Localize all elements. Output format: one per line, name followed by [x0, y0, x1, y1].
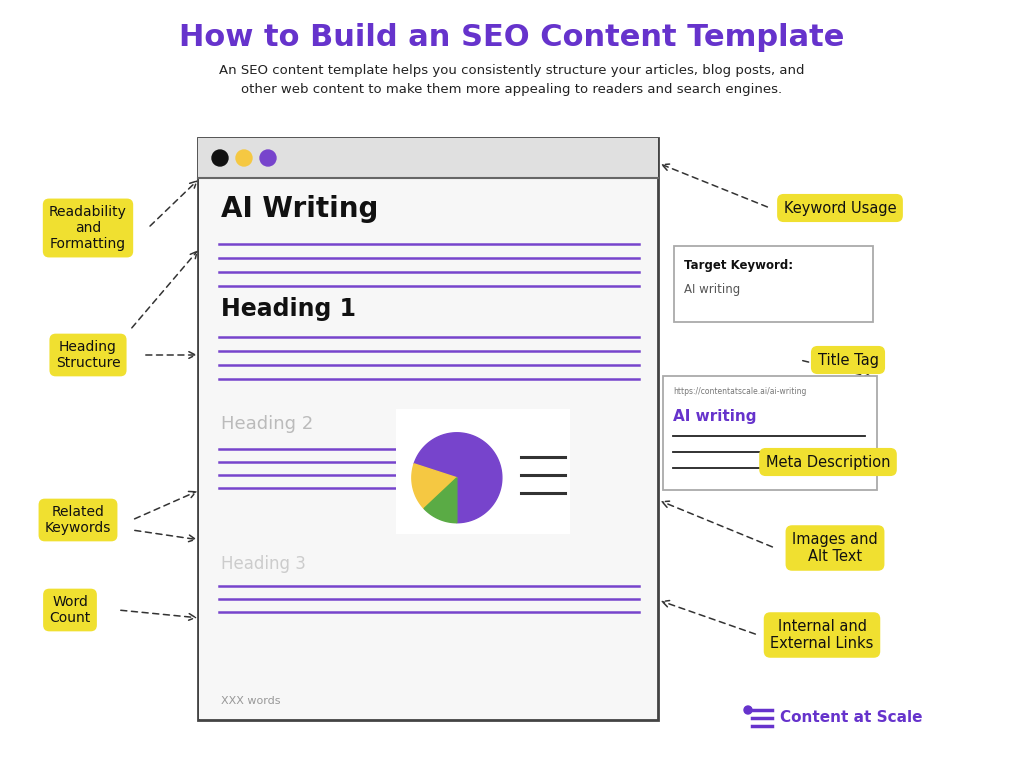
- Text: An SEO content template helps you consistently structure your articles, blog pos: An SEO content template helps you consis…: [219, 64, 805, 96]
- Text: XXX words: XXX words: [221, 696, 281, 706]
- Circle shape: [236, 150, 252, 166]
- FancyBboxPatch shape: [663, 376, 877, 490]
- Text: AI writing: AI writing: [673, 409, 757, 423]
- Text: Content at Scale: Content at Scale: [780, 711, 923, 725]
- Text: https://contentatscale.ai/ai-writing: https://contentatscale.ai/ai-writing: [673, 388, 806, 397]
- Text: Title Tag: Title Tag: [817, 353, 879, 367]
- Polygon shape: [414, 433, 502, 523]
- Circle shape: [260, 150, 276, 166]
- FancyBboxPatch shape: [198, 138, 658, 720]
- Text: Related
Keywords: Related Keywords: [45, 505, 112, 535]
- Circle shape: [744, 706, 752, 714]
- FancyBboxPatch shape: [396, 409, 570, 534]
- FancyBboxPatch shape: [674, 246, 873, 322]
- Text: Readability
and
Formatting: Readability and Formatting: [49, 205, 127, 251]
- Text: How to Build an SEO Content Template: How to Build an SEO Content Template: [179, 23, 845, 52]
- Polygon shape: [412, 464, 457, 509]
- Text: Internal and
External Links: Internal and External Links: [770, 618, 873, 651]
- Text: Target Keyword:: Target Keyword:: [684, 260, 794, 273]
- Text: Heading
Structure: Heading Structure: [55, 340, 120, 370]
- FancyBboxPatch shape: [199, 179, 657, 719]
- Text: Heading 3: Heading 3: [221, 555, 306, 573]
- Text: Images and
Alt Text: Images and Alt Text: [793, 532, 878, 564]
- Text: Word
Count: Word Count: [49, 595, 91, 625]
- Polygon shape: [424, 478, 457, 523]
- Text: Keyword Usage: Keyword Usage: [783, 201, 896, 216]
- Text: Meta Description: Meta Description: [766, 454, 890, 469]
- Text: Heading 2: Heading 2: [221, 415, 313, 433]
- Text: AI Writing: AI Writing: [221, 195, 379, 223]
- Text: AI writing: AI writing: [684, 284, 740, 297]
- Circle shape: [212, 150, 228, 166]
- Text: Heading 1: Heading 1: [221, 297, 356, 321]
- FancyBboxPatch shape: [198, 138, 658, 178]
